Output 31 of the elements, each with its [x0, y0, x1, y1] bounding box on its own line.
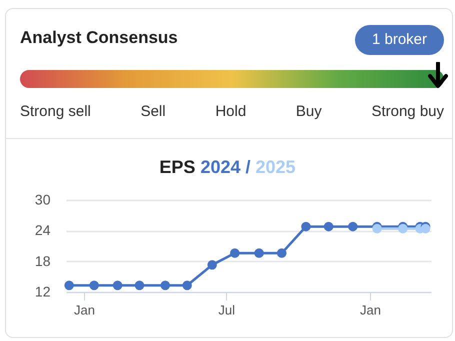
x-tick-label: Jul — [218, 302, 236, 318]
category-label: Strong sell — [20, 103, 91, 120]
point — [301, 222, 311, 232]
y-tick-label: 24 — [34, 222, 51, 238]
x-tick-label: Jan — [360, 302, 382, 318]
point — [254, 248, 264, 258]
point — [207, 260, 217, 270]
text: 1 broker — [355, 25, 444, 55]
y-tick-label: 12 — [34, 284, 51, 300]
y-tick-label: 18 — [34, 252, 51, 269]
point — [324, 222, 334, 232]
point — [134, 280, 144, 290]
point — [348, 222, 358, 232]
point — [64, 280, 74, 290]
point — [276, 248, 286, 258]
text: Analyst Consensus — [20, 28, 178, 47]
y-tick-label: 30 — [34, 192, 51, 208]
text: / — [244, 157, 251, 177]
category-label: Hold — [215, 103, 246, 120]
chart-title: EPS — [159, 157, 196, 177]
point — [89, 280, 99, 290]
category-label: Buy — [296, 103, 322, 120]
text: 2024 — [199, 157, 240, 177]
category-label: Sell — [140, 103, 166, 120]
point — [160, 280, 170, 290]
text: 2025 — [254, 157, 296, 177]
category-label: Strong buy — [371, 103, 444, 120]
x-tick-label: Jan — [74, 302, 95, 318]
point — [112, 280, 122, 290]
point — [182, 280, 192, 290]
point — [230, 248, 240, 258]
